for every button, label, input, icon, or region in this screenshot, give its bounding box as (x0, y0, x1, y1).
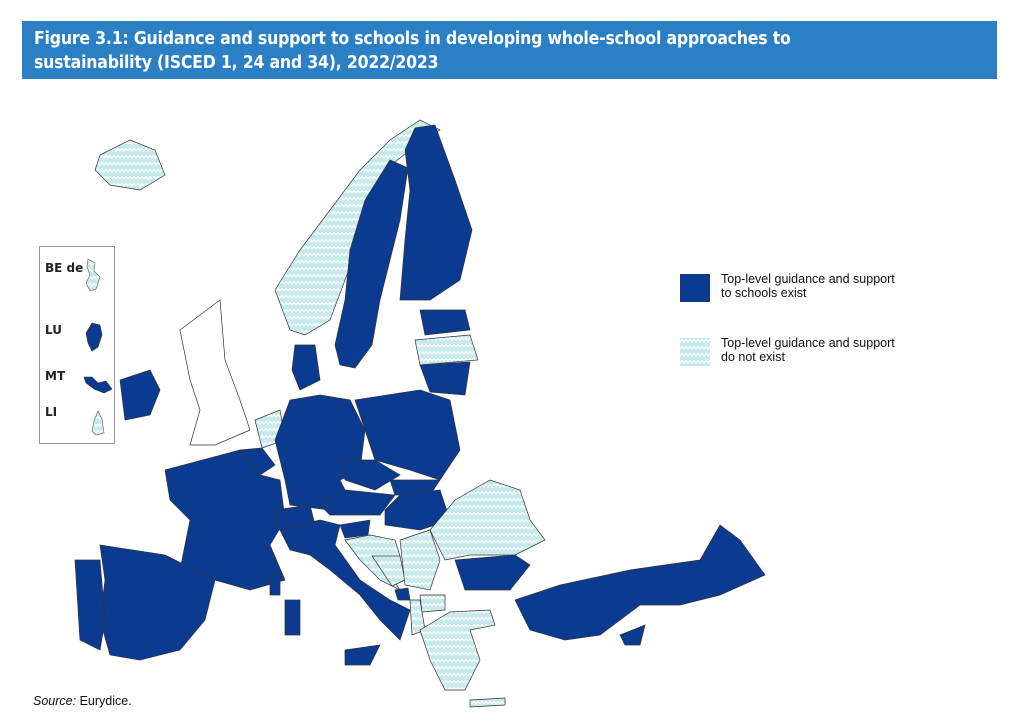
region-denmark (291, 344, 321, 391)
region-greece (419, 609, 496, 691)
region-corsica (269, 574, 281, 596)
region-serbia (399, 529, 441, 591)
legend-label: Top-level guidance and support to schools… (721, 272, 895, 300)
figure-title-line-1: Figure 3.1: Guidance and support to scho… (34, 29, 791, 49)
region-crete (469, 697, 506, 708)
inset-shape-be-de (85, 258, 101, 292)
inset-label-li: LI (45, 405, 58, 419)
legend-swatch-zigzag (680, 338, 710, 366)
region-finland (399, 124, 473, 301)
source-note: Source: Eurydice. (33, 694, 132, 708)
region-turkey (514, 524, 766, 641)
region-lithuania (419, 361, 471, 396)
inset-shape-mt (83, 376, 113, 394)
region-uk (179, 299, 251, 446)
region-sicily (344, 644, 381, 666)
region-sweden (334, 159, 409, 369)
legend-label: Top-level guidance and support do not exi… (721, 336, 895, 364)
region-iceland (94, 139, 166, 191)
region-north-macedonia (419, 594, 446, 613)
region-latvia (414, 334, 479, 366)
region-czechia (339, 459, 401, 491)
region-estonia (419, 309, 471, 336)
inset-shape-lu (85, 322, 103, 352)
region-montenegro (394, 587, 411, 601)
region-sardinia (284, 599, 301, 636)
inset-label-lu: LU (45, 323, 62, 337)
inset-shape-li (91, 410, 105, 436)
region-romania (429, 479, 546, 561)
region-austria (319, 489, 396, 516)
region-ireland (119, 369, 161, 421)
figure-title-line-2: sustainability (ISCED 1, 24 and 34), 202… (34, 53, 439, 73)
region-cyprus (619, 624, 646, 646)
inset-label-be-de: BE de (45, 261, 84, 275)
figure-title-bar: Figure 3.1: Guidance and support to scho… (22, 21, 997, 79)
inset-label-mt: MT (45, 369, 66, 383)
inset-small-countries: BE de LU MT LI (39, 246, 115, 444)
region-france (164, 449, 286, 591)
legend-swatch-solid (680, 274, 710, 302)
region-italy (279, 519, 411, 641)
region-slovenia (339, 519, 371, 539)
region-portugal (74, 559, 106, 651)
region-bulgaria (454, 554, 531, 591)
